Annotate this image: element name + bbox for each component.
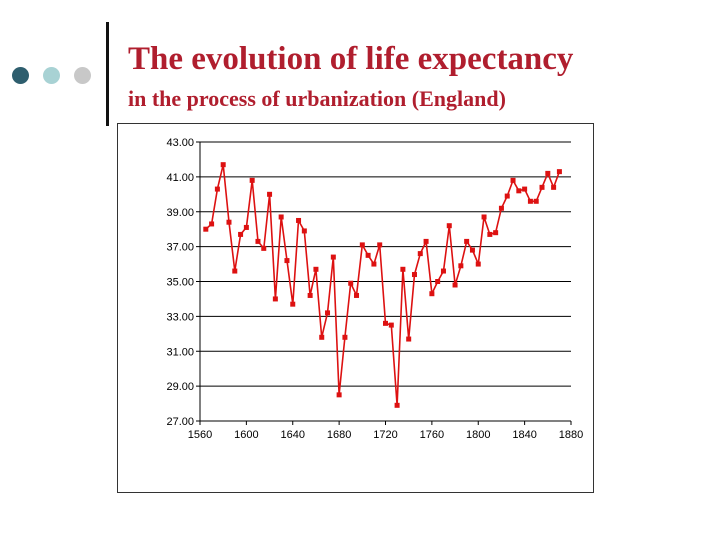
data-point-1630 [278,214,284,220]
y-tick-label-6: 31.00 [166,346,194,358]
data-point-1755 [423,238,429,244]
y-tick-label-5: 33.00 [166,311,194,323]
data-point-1595 [238,231,244,237]
data-point-1675 [330,254,336,260]
x-tick-label-5: 1760 [420,429,444,441]
data-point-1810 [487,231,493,237]
data-point-1830 [510,177,516,183]
data-point-1655 [307,292,313,298]
data-point-1625 [272,296,278,302]
data-point-1805 [481,214,487,220]
data-point-1610 [255,238,261,244]
data-point-1580 [220,162,226,168]
slide-subtitle: in the process of urbanization (England) [128,86,506,111]
data-point-1615 [261,245,267,251]
series-line-0 [205,163,561,407]
data-point-1855 [539,184,545,190]
data-point-1795 [469,247,475,253]
data-point-1770 [440,268,446,274]
data-point-1850 [533,198,539,204]
data-point-1600 [243,224,249,230]
data-point-1665 [319,334,325,340]
data-point-1835 [516,188,522,194]
data-point-1710 [371,261,377,267]
axes [196,141,572,425]
data-point-1565 [203,226,209,232]
data-point-1865 [551,184,557,190]
bullet-dot-gray [74,67,91,84]
data-point-1685 [342,334,348,340]
data-point-1775 [446,223,452,229]
data-point-1760 [429,291,435,297]
life-expectancy-chart: 43.00 41.00 39.00 37.00 35.00 33.00 31.00 29.00… [166,137,583,441]
data-point-1640 [290,301,296,307]
data-point-1730 [394,402,400,408]
data-point-1590 [232,268,238,274]
x-tick-label-7: 1840 [512,429,536,441]
y-tick-label-7: 29.00 [166,381,194,393]
data-point-1790 [464,238,470,244]
x-tick-label-1: 1600 [234,429,258,441]
data-point-1705 [365,252,371,258]
data-point-1620 [267,191,273,197]
data-point-1605 [249,177,255,183]
data-point-1690 [348,280,354,286]
x-tick-label-3: 1680 [327,429,351,441]
x-tick-label-8: 1880 [559,429,583,441]
data-point-1840 [522,186,528,192]
bullet-dot-light-teal [43,67,60,84]
data-point-1700 [359,242,365,248]
data-point-1670 [325,310,331,316]
data-point-1785 [458,263,464,269]
data-point-1870 [556,169,562,175]
data-point-1735 [400,266,406,272]
tick-labels: 43.00 41.00 39.00 37.00 35.00 33.00 31.00 29.00… [166,137,583,441]
series [203,162,562,408]
x-tick-label-4: 1720 [373,429,397,441]
y-tick-label-4: 35.00 [166,277,194,289]
data-point-1815 [493,230,499,236]
data-point-1845 [527,198,533,204]
data-point-1820 [498,205,504,211]
data-point-1585 [226,219,232,225]
data-point-1765 [435,279,441,284]
y-tick-label-2: 39.00 [166,207,194,219]
data-point-1725 [388,322,394,328]
data-point-1750 [417,251,423,257]
y-tick-label-1: 41.00 [166,172,194,184]
data-point-1635 [284,258,290,264]
data-point-1660 [313,266,319,272]
data-point-1645 [296,217,302,223]
data-point-1825 [504,193,510,199]
data-point-1780 [452,282,458,288]
y-tick-label-0: 43.00 [166,137,194,149]
data-point-1860 [545,170,551,176]
data-point-1575 [214,186,220,192]
data-point-1715 [377,242,383,248]
data-point-1745 [411,272,417,278]
x-tick-label-6: 1800 [466,429,490,441]
data-point-1740 [406,336,412,342]
bullet-dot-dark-teal [12,67,29,84]
data-point-1695 [354,292,360,298]
y-tick-label-8: 27.00 [166,416,194,428]
y-tick-label-3: 37.00 [166,242,194,254]
data-point-1570 [209,221,215,227]
title-divider-bar [106,22,109,126]
slide-title: The evolution of life expectancy [128,41,574,77]
chart-frame: 43.00 41.00 39.00 37.00 35.00 33.00 31.00 29.00… [117,123,594,493]
data-point-1800 [475,261,481,267]
data-point-1650 [301,228,307,234]
data-point-1680 [336,392,342,398]
x-tick-label-0: 1560 [188,429,212,441]
x-tick-label-2: 1640 [281,429,305,441]
data-point-1720 [383,320,388,326]
